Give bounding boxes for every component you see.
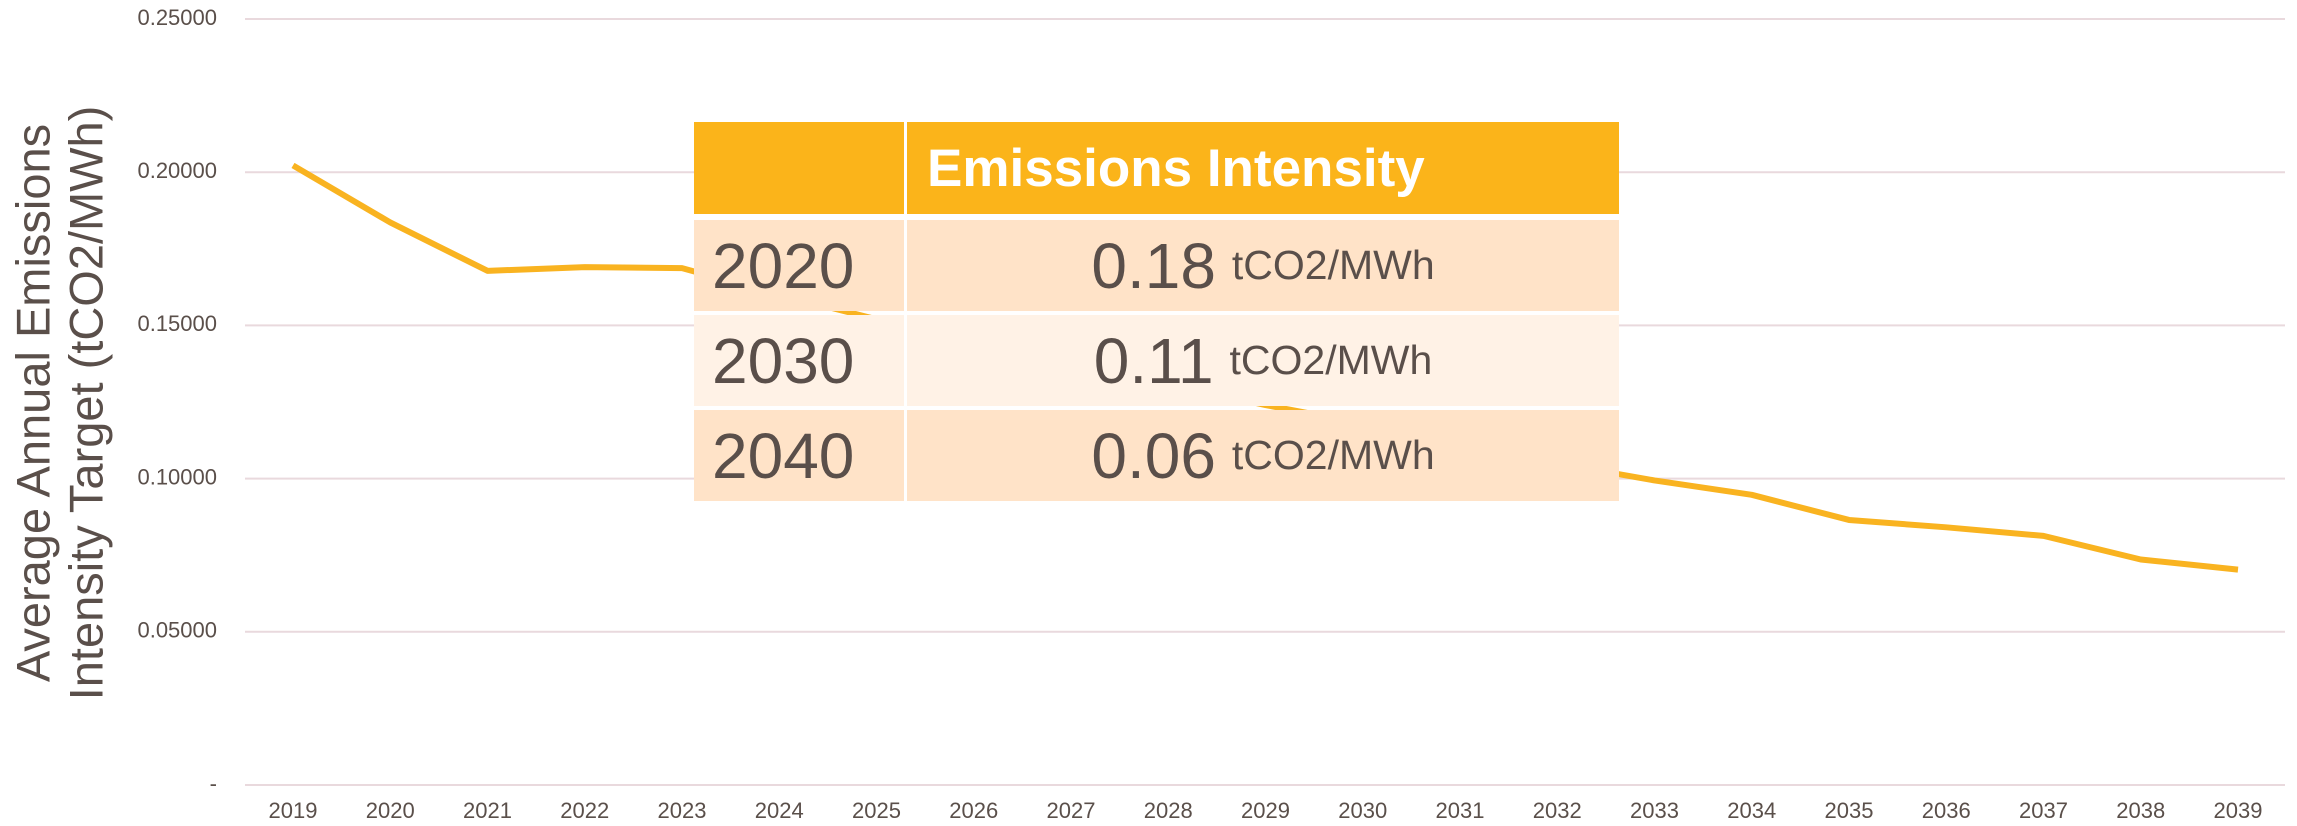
x-tick-label: 2027 — [1047, 798, 1096, 823]
intensity-value: 0.11 — [1093, 324, 1214, 397]
x-tick-label: 2026 — [949, 798, 998, 823]
intensity-value: 0.06 — [1091, 419, 1216, 492]
y-axis-title: Average Annual Emissions Intensity Targe… — [6, 106, 112, 701]
x-tick-label: 2037 — [2019, 798, 2068, 823]
value-cell: 0.11 tCO2/MWh — [907, 315, 1619, 406]
x-tick-label: 2021 — [463, 798, 512, 823]
intensity-unit: tCO2/MWh — [1231, 242, 1435, 288]
year-cell: 2020 — [694, 220, 907, 311]
x-tick-label: 2039 — [2214, 798, 2263, 823]
year-cell: 2040 — [694, 410, 907, 501]
value-cell: 0.06 tCO2/MWh — [907, 410, 1619, 501]
x-tick-label: 2028 — [1144, 798, 1193, 823]
intensity-value: 0.18 — [1091, 229, 1216, 302]
header-title: Emissions Intensity — [927, 138, 1425, 198]
table-row: 2030 0.11 tCO2/MWh — [694, 315, 1619, 406]
x-tick-label: 2030 — [1338, 798, 1387, 823]
x-tick-label: 2031 — [1436, 798, 1485, 823]
x-tick-label: 2029 — [1241, 798, 1290, 823]
table-header: Emissions Intensity — [694, 122, 1619, 214]
y-axis-title-line: Average Annual Emissions — [6, 124, 59, 682]
header-blank — [694, 122, 907, 214]
value-cell: 0.18 tCO2/MWh — [907, 220, 1619, 311]
x-tick-label: 2034 — [1727, 798, 1776, 823]
x-tick-label: 2024 — [755, 798, 804, 823]
year-cell: 2030 — [694, 315, 907, 406]
x-tick-label: 2020 — [366, 798, 415, 823]
y-tick-label: 0.20000 — [137, 158, 217, 183]
x-tick-label: 2038 — [2116, 798, 2165, 823]
x-tick-label: 2036 — [1922, 798, 1971, 823]
intensity-unit: tCO2/MWh — [1231, 432, 1435, 478]
summary-table: Emissions Intensity 2020 0.18 tCO2/MWh 2030… — [694, 122, 1619, 505]
y-axis-title-line: Intensity Target (tCO2/MWh) — [59, 106, 112, 701]
table-row: 2040 0.06 tCO2/MWh — [694, 410, 1619, 501]
y-tick-label: 0.10000 — [137, 464, 217, 489]
x-tick-label: 2023 — [658, 798, 707, 823]
x-tick-label: 2033 — [1630, 798, 1679, 823]
x-tick-label: 2022 — [560, 798, 609, 823]
y-tick-label: - — [210, 771, 217, 796]
x-tick-label: 2035 — [1825, 798, 1874, 823]
x-tick-label: 2032 — [1533, 798, 1582, 823]
x-tick-label: 2025 — [852, 798, 901, 823]
x-tick-label: 2019 — [269, 798, 318, 823]
y-tick-label: 0.15000 — [137, 311, 217, 336]
table-row: 2020 0.18 tCO2/MWh — [694, 220, 1619, 311]
intensity-unit: tCO2/MWh — [1229, 337, 1433, 383]
y-tick-label: 0.05000 — [137, 618, 217, 643]
y-tick-label: 0.25000 — [137, 5, 217, 30]
